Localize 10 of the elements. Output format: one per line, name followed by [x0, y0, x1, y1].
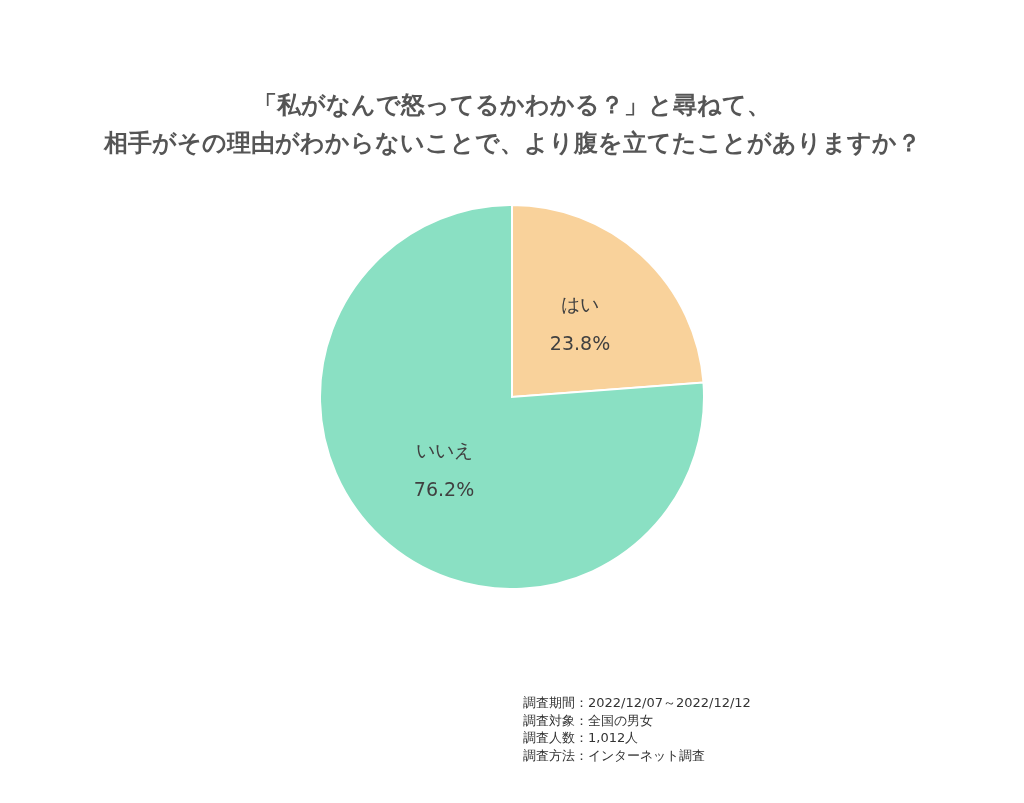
text: 調査期間：2022/12/07～2022/12/12 [523, 694, 751, 712]
slice-label: はい [561, 292, 599, 315]
chart-title: 「私がなんで怒ってるかわかる？」と尋ねて、相手がその理由がわからないことで、より腹を立てたことがありますか？ [102, 90, 922, 159]
pie-slice [319, 204, 705, 590]
text: 調査方法：インターネット調査 [523, 746, 706, 764]
text: 調査人数：1,012人 [523, 729, 640, 747]
data-label: 76.2% [413, 478, 475, 501]
slice-label: いいえ [415, 439, 473, 462]
text: 調査対象：全国の男女 [523, 711, 654, 729]
data-label: 23.8% [549, 331, 611, 354]
